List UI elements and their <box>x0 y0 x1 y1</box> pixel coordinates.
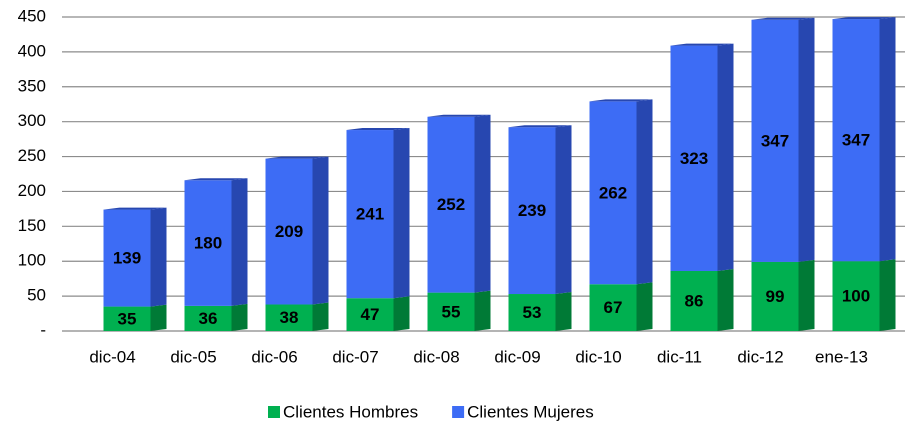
bar <box>427 116 475 293</box>
x-tick-label: dic-04 <box>89 347 135 366</box>
bar <box>184 305 232 331</box>
value-label: 239 <box>518 201 546 220</box>
bar-top <box>265 156 329 159</box>
bar-top <box>427 114 491 117</box>
bar <box>751 19 799 262</box>
x-tick-label: dic-11 <box>657 347 702 366</box>
bar-side <box>231 178 248 306</box>
value-label: 100 <box>842 287 870 306</box>
bar-top <box>589 99 653 102</box>
x-tick-label: dic-07 <box>332 347 378 366</box>
bar <box>265 304 313 331</box>
x-tick-label: dic-10 <box>575 347 621 366</box>
bar <box>832 19 880 262</box>
bar-side <box>798 259 815 331</box>
bar-side <box>717 43 734 271</box>
bar-side <box>717 268 734 331</box>
bar-side <box>474 114 491 293</box>
value-label: 99 <box>766 287 785 306</box>
bar-side <box>798 17 815 262</box>
y-tick-label: 150 <box>18 216 46 235</box>
value-label: 347 <box>842 131 870 150</box>
x-tick-label: dic-08 <box>413 347 459 366</box>
value-label: 209 <box>275 222 303 241</box>
value-label: 262 <box>599 183 627 202</box>
bar-side <box>879 17 896 262</box>
bar <box>832 261 880 331</box>
x-tick-label: ene-13 <box>815 347 868 366</box>
bar-side <box>393 296 410 331</box>
bar-side <box>636 282 653 331</box>
bar-top <box>508 125 572 128</box>
value-label: 38 <box>280 308 299 327</box>
y-tick-label: 100 <box>18 251 46 270</box>
value-label: 241 <box>356 205 384 224</box>
y-tick-label: 350 <box>18 76 46 95</box>
bar <box>751 261 799 331</box>
bar-top <box>184 178 248 181</box>
bar-side <box>879 259 896 331</box>
bar <box>589 284 637 331</box>
y-tick-label: 50 <box>27 286 46 305</box>
bar-side <box>150 207 167 307</box>
y-tick-label: 300 <box>18 111 46 130</box>
legend-label: Clientes Hombres <box>283 402 418 421</box>
value-label: 180 <box>194 234 222 253</box>
value-label: 35 <box>118 309 137 328</box>
value-label: 323 <box>680 149 708 168</box>
value-label: 53 <box>523 303 542 322</box>
bar-side <box>555 292 572 331</box>
bar-top <box>346 128 410 131</box>
value-label: 139 <box>113 249 141 268</box>
legend-swatch <box>452 406 465 418</box>
bar-side <box>474 290 491 331</box>
bar <box>346 298 394 331</box>
y-tick-label: 400 <box>18 41 46 60</box>
legend-label: Clientes Mujeres <box>467 402 594 421</box>
x-tick-label: dic-05 <box>170 347 216 366</box>
bar-top <box>670 43 734 46</box>
bar <box>103 209 151 307</box>
bar <box>103 306 151 331</box>
bar <box>508 294 556 331</box>
bar-side <box>393 128 410 299</box>
bar-side <box>312 302 329 331</box>
bar-top <box>103 207 167 210</box>
y-tick-label: 450 <box>18 6 46 25</box>
value-label: 252 <box>437 195 465 214</box>
x-tick-label: dic-06 <box>251 347 297 366</box>
value-label: 47 <box>361 305 380 324</box>
x-tick-label: dic-12 <box>737 347 783 366</box>
bar-top <box>832 17 896 20</box>
x-tick-label: dic-09 <box>494 347 540 366</box>
value-label: 67 <box>604 298 623 317</box>
bar <box>346 130 394 299</box>
value-label: 86 <box>685 291 704 310</box>
bar-side <box>636 99 653 285</box>
bar-side <box>150 304 167 331</box>
value-label: 36 <box>199 309 218 328</box>
bar <box>589 101 637 285</box>
y-tick-label: 250 <box>18 146 46 165</box>
bar-side <box>555 125 572 295</box>
value-label: 55 <box>442 302 461 321</box>
bar <box>184 180 232 306</box>
bar <box>670 270 718 331</box>
bar <box>265 158 313 305</box>
bar-side <box>312 156 329 305</box>
legend-swatch <box>268 406 280 418</box>
bar <box>427 292 475 331</box>
bar <box>508 127 556 295</box>
y-tick-label: 200 <box>18 181 46 200</box>
y-tick-label: - <box>40 320 46 339</box>
bar <box>670 45 718 271</box>
bar-top <box>751 17 815 20</box>
value-label: 347 <box>761 131 789 150</box>
bar-side <box>231 303 248 331</box>
